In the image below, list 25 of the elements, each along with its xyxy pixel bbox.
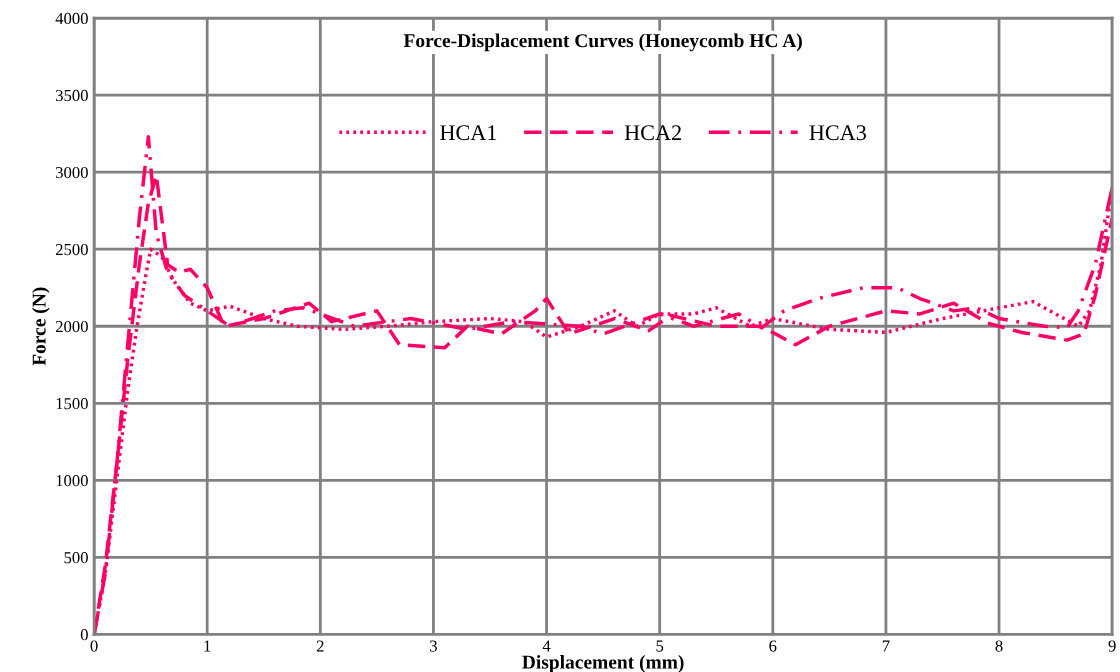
text: Force-Displacement Curves (Honeycomb HC A) xyxy=(403,33,802,52)
x-tick-label: 3 xyxy=(430,640,437,652)
y-tick-label: 2000 xyxy=(55,320,88,333)
y-tick-label: 3500 xyxy=(55,89,88,102)
y-tick-label: 3000 xyxy=(55,166,88,179)
x-tick-label: 6 xyxy=(769,640,777,652)
legend-label: HCA2 xyxy=(624,125,681,141)
y-tick-label: 0 xyxy=(80,629,88,641)
y-tick-label: 4000 xyxy=(55,12,88,25)
y-tick-label: 500 xyxy=(64,552,88,564)
y-axis-title: Force (N) xyxy=(32,287,50,366)
x-tick-label: 4 xyxy=(542,640,551,652)
x-tick-label: 8 xyxy=(995,640,1003,652)
x-axis-title: Displacement (mm) xyxy=(522,655,684,672)
x-tick-label: 0 xyxy=(90,640,98,652)
x-tick-label: 1 xyxy=(204,640,211,652)
x-tick-label: 2 xyxy=(316,640,324,652)
x-tick-label: 7 xyxy=(882,640,890,652)
x-tick-label: 5 xyxy=(656,640,664,652)
legend-label: HCA1 xyxy=(440,125,497,141)
x-tick-label: 9 xyxy=(1108,640,1116,652)
y-tick-label: 1500 xyxy=(56,397,88,410)
legend-label: HCA3 xyxy=(809,125,866,141)
y-tick-label: 1000 xyxy=(56,475,88,487)
y-tick-label: 2500 xyxy=(55,243,88,256)
